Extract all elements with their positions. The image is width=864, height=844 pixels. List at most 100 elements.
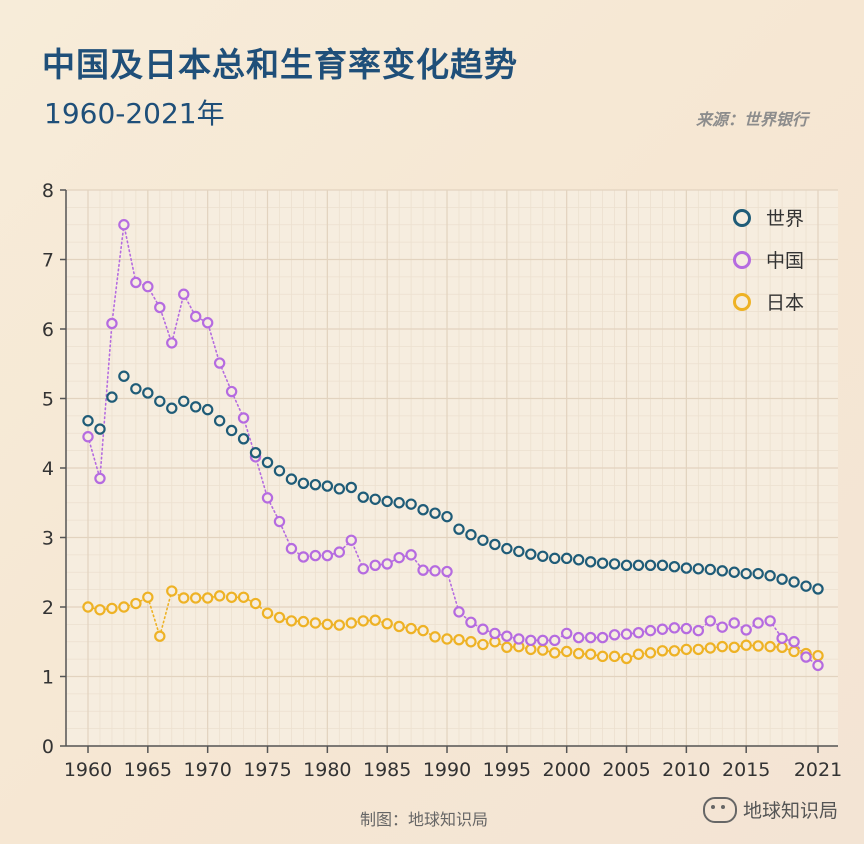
- data-point-world: [608, 558, 621, 570]
- data-point-china: [572, 631, 585, 644]
- data-point-china: [644, 624, 657, 637]
- data-point-china: [549, 634, 561, 647]
- data-point-japan: [321, 618, 334, 631]
- data-point-china: [608, 629, 621, 641]
- data-point-china: [692, 624, 705, 637]
- data-point-china: [142, 280, 154, 293]
- data-point-china: [82, 431, 94, 443]
- data-point-world: [513, 545, 525, 558]
- data-point-china: [309, 549, 322, 562]
- data-point-china: [190, 310, 202, 323]
- data-point-china: [261, 492, 274, 504]
- y-tick-label: 6: [42, 319, 54, 341]
- brand-watermark-label: 地球知识局: [742, 800, 838, 822]
- data-point-china: [525, 634, 537, 647]
- data-point-japan: [620, 652, 633, 665]
- data-point-world: [130, 383, 142, 395]
- chart-subtitle: 1960-2021年: [44, 97, 225, 130]
- data-point-china: [788, 636, 800, 648]
- data-point-china: [118, 219, 130, 231]
- data-point-china: [704, 615, 716, 627]
- x-tick-label: 1960: [64, 759, 112, 781]
- y-tick-label: 7: [42, 250, 54, 272]
- x-tick-label: 1980: [303, 759, 351, 781]
- data-point-china: [285, 542, 298, 555]
- data-point-world: [549, 552, 561, 565]
- chart-title: 中国及日本总和生育率变化趋势: [42, 45, 518, 84]
- data-point-japan: [465, 636, 477, 648]
- data-point-japan: [632, 648, 645, 660]
- data-point-world: [465, 529, 477, 541]
- data-point-japan: [788, 645, 800, 658]
- data-point-world: [740, 567, 752, 580]
- data-point-world: [477, 534, 489, 546]
- data-point-china: [333, 546, 346, 558]
- data-point-japan: [501, 641, 513, 654]
- data-point-world: [166, 402, 178, 414]
- data-point-china: [537, 634, 549, 647]
- data-point-japan: [441, 633, 453, 645]
- data-point-china: [680, 622, 693, 635]
- data-point-world: [776, 573, 788, 585]
- data-point-world: [345, 481, 357, 494]
- y-tick-label: 5: [42, 389, 54, 411]
- data-point-china: [154, 301, 166, 314]
- data-point-japan: [178, 592, 190, 604]
- data-point-japan: [764, 640, 776, 653]
- data-point-japan: [261, 607, 274, 619]
- y-tick-label: 8: [42, 180, 54, 202]
- data-point-japan: [668, 645, 681, 657]
- data-point-china: [584, 631, 597, 644]
- data-point-world: [225, 424, 238, 437]
- data-point-japan: [525, 643, 537, 656]
- legend-marker: [733, 293, 751, 311]
- data-point-world: [190, 401, 202, 413]
- data-point-japan: [94, 604, 106, 616]
- data-point-china: [357, 563, 369, 575]
- data-point-china: [369, 559, 381, 572]
- data-point-world: [285, 473, 298, 485]
- chat-bubble-icon: [702, 796, 737, 823]
- data-point-world: [812, 583, 824, 595]
- data-point-japan: [166, 585, 178, 597]
- data-point-china: [776, 632, 788, 644]
- data-point-china: [393, 551, 405, 564]
- data-point-world: [321, 480, 334, 492]
- data-point-japan: [154, 630, 166, 642]
- data-point-world: [537, 550, 549, 562]
- data-point-japan: [225, 591, 238, 603]
- data-point-japan: [704, 642, 716, 654]
- data-point-china: [225, 385, 238, 398]
- data-point-world: [201, 403, 214, 416]
- data-point-japan: [740, 639, 752, 651]
- x-tick-label: 1970: [183, 759, 231, 781]
- data-point-china: [596, 631, 609, 644]
- data-point-china: [297, 551, 310, 563]
- data-point-japan: [537, 644, 549, 656]
- data-point-japan: [190, 592, 202, 604]
- data-point-china: [668, 622, 681, 634]
- x-tick-label: 1975: [243, 759, 291, 781]
- legend-label: 中国: [766, 250, 804, 272]
- data-point-japan: [680, 643, 693, 656]
- data-point-china: [812, 659, 824, 672]
- data-point-world: [656, 559, 669, 572]
- data-point-china: [106, 317, 118, 330]
- credit-note: 制图：地球知识局: [360, 810, 489, 829]
- x-tick-label: 1995: [483, 759, 531, 781]
- data-point-china: [489, 627, 501, 640]
- data-point-world: [716, 565, 728, 577]
- y-tick-label: 1: [42, 667, 54, 689]
- data-point-japan: [692, 643, 705, 656]
- data-point-japan: [82, 601, 94, 613]
- y-tick-label: 0: [42, 736, 54, 758]
- data-point-japan: [608, 650, 621, 663]
- data-point-world: [489, 538, 501, 551]
- data-point-china: [429, 565, 441, 577]
- data-point-world: [309, 478, 322, 491]
- x-tick-label: 2000: [543, 759, 591, 781]
- data-point-japan: [106, 602, 118, 615]
- data-point-japan: [381, 617, 393, 630]
- x-tick-label: 2021: [794, 759, 842, 781]
